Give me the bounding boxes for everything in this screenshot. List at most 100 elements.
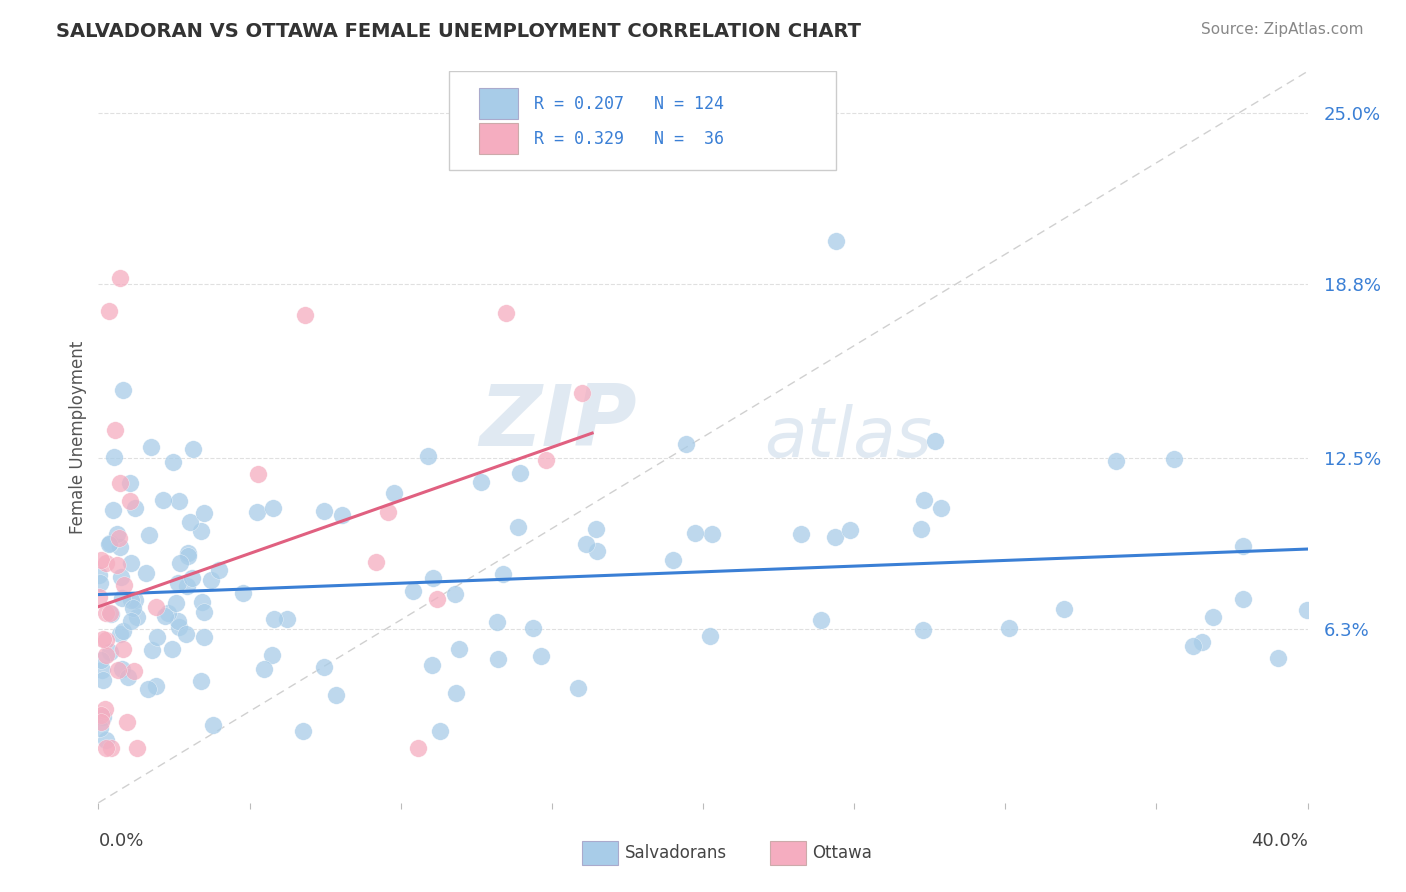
Point — [202, 718, 225, 732]
Point — [121, 557, 143, 571]
Point — [839, 523, 862, 537]
Point — [444, 587, 467, 601]
Point — [1201, 610, 1223, 624]
Point — [181, 442, 204, 456]
Point — [429, 724, 451, 739]
Point — [662, 553, 685, 567]
Point — [190, 674, 212, 689]
Bar — [769, 841, 806, 865]
Point — [165, 596, 187, 610]
Point — [94, 648, 117, 662]
Point — [122, 601, 145, 615]
Point — [426, 591, 449, 606]
Point — [91, 673, 114, 687]
Point — [135, 566, 157, 581]
Point — [94, 733, 117, 747]
Point — [586, 544, 609, 558]
Point — [294, 308, 316, 322]
Point — [90, 653, 112, 667]
Point — [364, 554, 387, 568]
Point — [486, 651, 509, 665]
Point — [931, 501, 953, 516]
Point — [675, 436, 697, 450]
Point — [291, 724, 314, 739]
Point — [190, 595, 212, 609]
Point — [94, 633, 117, 648]
Point — [110, 570, 132, 584]
Point — [111, 591, 134, 605]
Point — [530, 648, 553, 663]
Point — [93, 702, 115, 716]
Text: 40.0%: 40.0% — [1251, 832, 1308, 850]
Point — [449, 642, 471, 657]
Point — [912, 493, 935, 508]
Text: ZIP: ZIP — [479, 381, 637, 464]
Point — [377, 505, 399, 519]
Point — [89, 575, 111, 590]
Text: R = 0.207   N = 124: R = 0.207 N = 124 — [534, 95, 724, 112]
Point — [117, 670, 139, 684]
Point — [169, 494, 191, 508]
Point — [167, 576, 190, 591]
Point — [90, 714, 112, 729]
Point — [120, 614, 142, 628]
Point — [120, 493, 142, 508]
Text: atlas: atlas — [763, 403, 932, 471]
Point — [98, 645, 121, 659]
Point — [139, 440, 162, 454]
Point — [169, 620, 191, 634]
Text: R = 0.329   N =  36: R = 0.329 N = 36 — [534, 129, 724, 148]
Point — [111, 662, 134, 676]
Point — [97, 304, 120, 318]
Point — [810, 613, 832, 627]
Point — [94, 740, 117, 755]
Point — [571, 385, 593, 400]
Point — [100, 607, 122, 621]
Point — [101, 502, 124, 516]
Point — [910, 522, 932, 536]
Point — [1163, 452, 1185, 467]
Point — [700, 527, 723, 541]
Point — [1232, 591, 1254, 606]
Point — [208, 563, 231, 577]
Point — [177, 546, 200, 560]
Bar — [479, 88, 517, 119]
Point — [103, 450, 125, 464]
Point — [108, 476, 131, 491]
Point — [492, 567, 515, 582]
Point — [111, 624, 134, 638]
Point — [683, 526, 706, 541]
Point — [262, 648, 284, 662]
Point — [790, 527, 813, 541]
Point — [111, 383, 134, 397]
Point — [127, 610, 149, 624]
Point — [325, 688, 347, 702]
Point — [145, 600, 167, 615]
Point — [193, 506, 215, 520]
Point — [104, 423, 127, 437]
Point — [152, 493, 174, 508]
Point — [508, 520, 530, 534]
Point — [94, 556, 117, 570]
Point — [108, 627, 131, 641]
Point — [87, 590, 110, 604]
Point — [179, 516, 201, 530]
Point — [136, 682, 159, 697]
Point — [98, 536, 121, 550]
Point — [263, 612, 285, 626]
Point — [924, 434, 946, 448]
Point — [98, 606, 121, 620]
Point — [246, 505, 269, 519]
Point — [160, 642, 183, 657]
Point — [699, 630, 721, 644]
Point — [232, 586, 254, 600]
Point — [121, 592, 143, 607]
Point — [1104, 454, 1126, 468]
Point — [108, 541, 131, 555]
Text: Source: ZipAtlas.com: Source: ZipAtlas.com — [1201, 22, 1364, 37]
Point — [522, 621, 544, 635]
Point — [485, 615, 508, 629]
Point — [1232, 539, 1254, 553]
Bar — [582, 841, 619, 865]
FancyBboxPatch shape — [449, 71, 837, 170]
